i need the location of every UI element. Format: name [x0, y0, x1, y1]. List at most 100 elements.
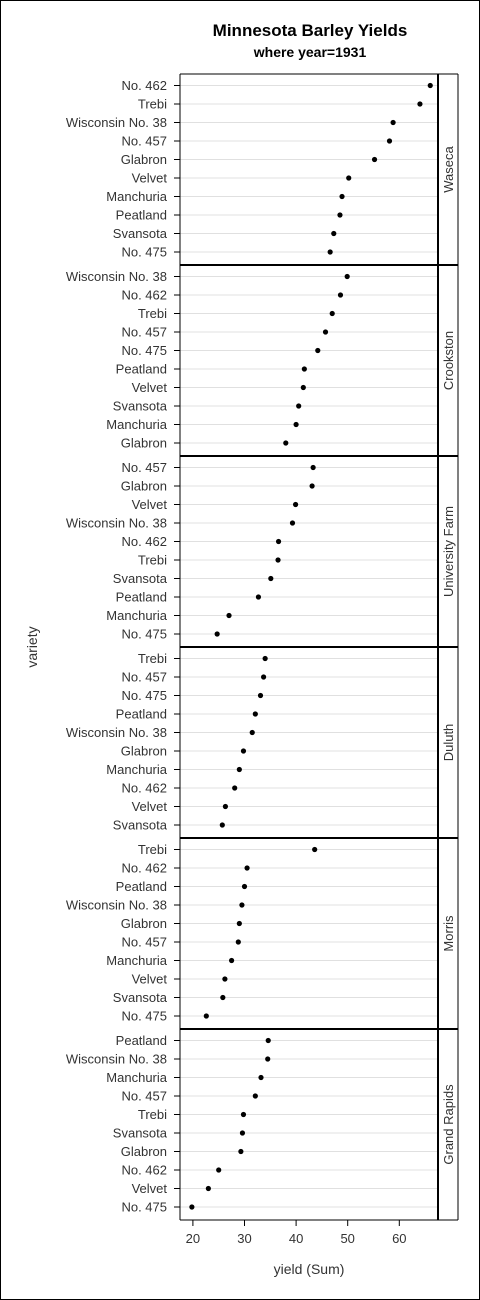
- y-tick-label: Trebi: [138, 842, 167, 857]
- y-tick-label: No. 475: [121, 245, 167, 260]
- y-tick-label: Manchuria: [106, 189, 167, 204]
- data-point: [244, 865, 250, 871]
- data-point: [222, 976, 228, 982]
- data-point: [220, 994, 226, 1001]
- y-tick-label: Velvet: [132, 497, 168, 512]
- y-tick-label: Peatland: [116, 879, 167, 894]
- y-tick-label: No. 462: [121, 861, 167, 876]
- y-tick-label: Svansota: [113, 818, 168, 833]
- data-point: [238, 1148, 244, 1155]
- data-point: [229, 957, 235, 964]
- x-tick-label: 20: [186, 1231, 200, 1246]
- y-tick-label: Wisconsin No. 38: [66, 1052, 167, 1067]
- data-point: [417, 101, 423, 107]
- data-point: [222, 803, 229, 810]
- y-tick-label: Svansota: [113, 399, 168, 414]
- y-tick-label: Trebi: [138, 306, 167, 321]
- y-tick-label: Velvet: [132, 972, 168, 987]
- x-axis-label: yield (Sum): [274, 1261, 345, 1277]
- data-point: [301, 366, 307, 372]
- y-tick-label: Manchuria: [106, 608, 167, 623]
- data-point: [337, 292, 344, 298]
- y-tick-label: Glabron: [121, 436, 167, 451]
- data-point: [252, 1093, 258, 1099]
- data-point: [371, 156, 378, 163]
- data-point: [258, 1074, 264, 1081]
- data-point: [203, 1013, 209, 1019]
- y-tick-label: Velvet: [132, 171, 168, 186]
- y-tick-label: Wisconsin No. 38: [66, 115, 167, 130]
- data-point: [268, 575, 274, 582]
- data-point: [327, 249, 333, 255]
- y-tick-label: Wisconsin No. 38: [66, 269, 167, 284]
- y-axis-label: variety: [24, 626, 40, 667]
- y-tick-label: Svansota: [113, 226, 168, 241]
- panel-strip-label: University Farm: [441, 506, 456, 597]
- x-tick-label: 60: [392, 1231, 406, 1246]
- y-tick-label: Glabron: [121, 744, 167, 759]
- data-point: [275, 557, 281, 563]
- data-point: [309, 483, 315, 489]
- data-point: [331, 230, 337, 237]
- data-point: [260, 674, 267, 680]
- x-tick-label: 50: [340, 1231, 354, 1246]
- x-tick-label: 40: [289, 1231, 303, 1246]
- panel-strip-label: Crookston: [441, 331, 456, 390]
- y-tick-label: Glabron: [121, 1144, 167, 1159]
- data-point: [310, 464, 316, 471]
- chart-title: Minnesota Barley Yields: [212, 21, 408, 40]
- data-point: [240, 748, 247, 754]
- data-point: [236, 766, 242, 773]
- y-tick-label: Svansota: [113, 1126, 168, 1141]
- y-tick-label: Svansota: [113, 571, 168, 586]
- y-tick-label: Manchuria: [106, 417, 167, 432]
- y-tick-label: Peatland: [116, 208, 167, 223]
- y-tick-label: No. 457: [121, 670, 167, 685]
- data-point: [265, 1056, 271, 1062]
- y-tick-label: Peatland: [116, 1033, 167, 1048]
- y-tick-label: Svansota: [113, 990, 168, 1005]
- data-point: [205, 1185, 211, 1192]
- data-point: [226, 612, 232, 619]
- data-point: [346, 175, 352, 181]
- data-point: [189, 1204, 195, 1210]
- panel-strip-label: Morris: [441, 915, 456, 952]
- y-tick-label: Peatland: [116, 362, 167, 377]
- data-point: [289, 520, 296, 526]
- y-tick-label: No. 457: [121, 134, 167, 149]
- data-point: [236, 920, 242, 927]
- data-point: [292, 501, 299, 508]
- y-tick-label: Glabron: [121, 152, 167, 167]
- y-tick-label: Wisconsin No. 38: [66, 898, 167, 913]
- data-point: [337, 212, 343, 218]
- y-tick-label: No. 457: [121, 325, 167, 340]
- data-point: [322, 329, 329, 335]
- y-tick-label: No. 462: [121, 288, 167, 303]
- data-point: [262, 655, 268, 662]
- data-point: [265, 1037, 271, 1044]
- y-tick-label: Manchuria: [106, 1070, 167, 1085]
- y-tick-label: Manchuria: [106, 953, 167, 968]
- data-point: [252, 711, 258, 717]
- data-point: [241, 883, 248, 890]
- y-tick-label: Wisconsin No. 38: [66, 725, 167, 740]
- y-tick-label: Trebi: [138, 97, 167, 112]
- y-tick-label: Glabron: [121, 916, 167, 931]
- y-tick-label: No. 475: [121, 343, 167, 358]
- y-tick-label: Velvet: [132, 380, 168, 395]
- x-tick-label: 30: [237, 1231, 251, 1246]
- data-point: [339, 193, 345, 200]
- data-point: [257, 692, 264, 699]
- data-point: [300, 384, 306, 391]
- y-tick-label: No. 462: [121, 534, 167, 549]
- y-tick-label: Velvet: [132, 799, 168, 814]
- data-point: [427, 82, 433, 89]
- y-tick-label: Trebi: [138, 651, 167, 666]
- y-tick-label: No. 475: [121, 627, 167, 642]
- data-point: [296, 403, 302, 409]
- panel-strip-label: Waseca: [441, 145, 456, 192]
- data-point: [232, 785, 238, 791]
- y-tick-label: Trebi: [138, 553, 167, 568]
